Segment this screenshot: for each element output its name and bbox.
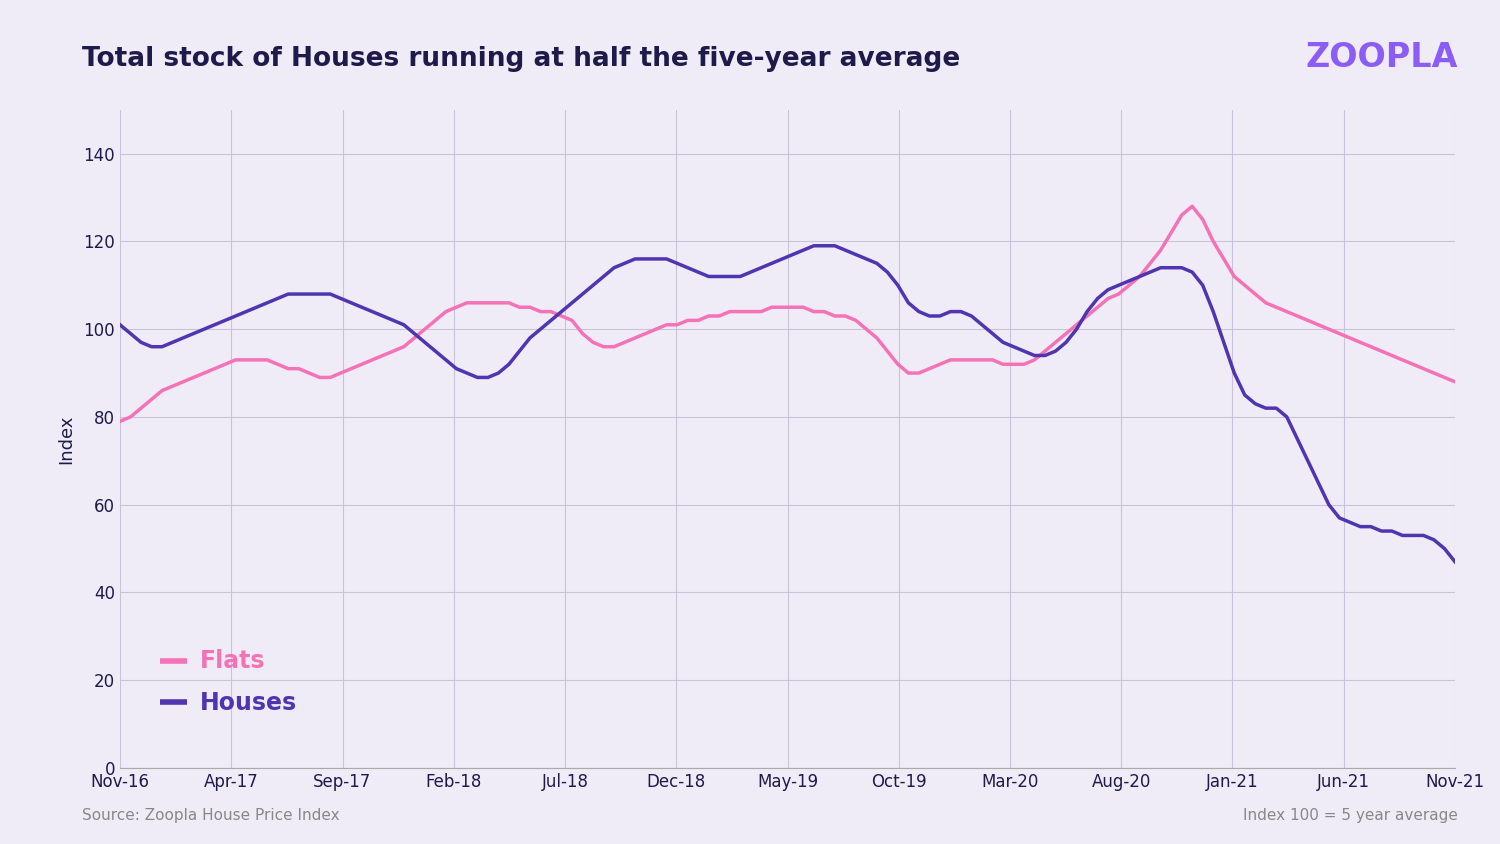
- Text: Index 100 = 5 year average: Index 100 = 5 year average: [1244, 808, 1458, 823]
- Legend: Flats, Houses: Flats, Houses: [152, 641, 306, 724]
- Y-axis label: Index: Index: [57, 414, 75, 463]
- Text: ZOOPLA: ZOOPLA: [1305, 41, 1458, 73]
- Text: Source: Zoopla House Price Index: Source: Zoopla House Price Index: [82, 808, 340, 823]
- Text: Total stock of Houses running at half the five-year average: Total stock of Houses running at half th…: [82, 46, 960, 73]
